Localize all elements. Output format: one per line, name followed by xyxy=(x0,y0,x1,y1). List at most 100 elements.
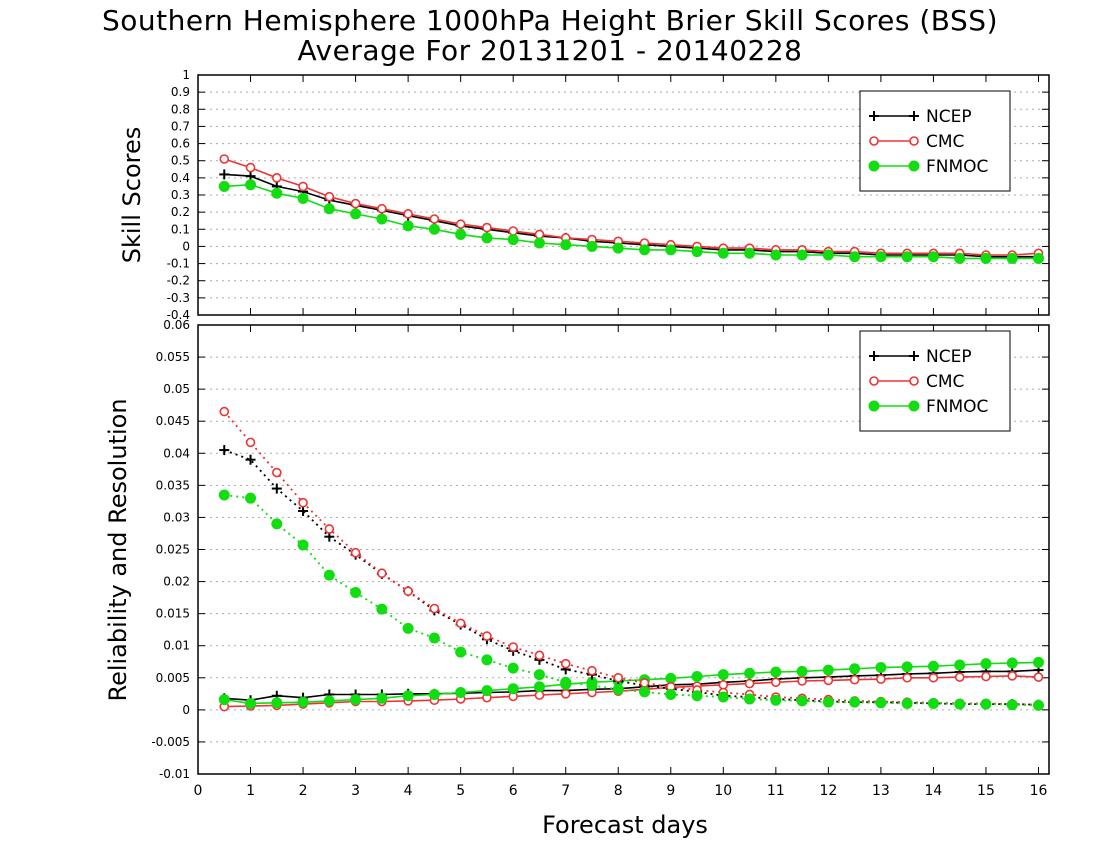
bottom-fnmoc-resolution-point xyxy=(507,662,519,674)
top-fnmoc-point xyxy=(586,240,598,252)
bottom-fnmoc-resolution-point xyxy=(612,683,624,695)
bottom-fnmoc-resolution-point xyxy=(691,690,703,702)
top-y-tick-label: -0.1 xyxy=(167,257,190,271)
bottom-fnmoc-resolution-point xyxy=(376,603,388,615)
bottom-ncep-resolution-point xyxy=(219,445,230,456)
bottom-y-tick-label: 0.055 xyxy=(156,350,190,364)
bottom-ncep-resolution-point xyxy=(271,483,282,494)
top-fnmoc-point xyxy=(822,249,834,261)
top-fnmoc-point xyxy=(717,247,729,259)
bottom-cmc-reliability-point xyxy=(718,680,729,690)
top-legend-item-cmc: CMC xyxy=(869,132,964,152)
bottom-cmc-reliability-point xyxy=(902,672,912,683)
bottom-cmc-resolution-line xyxy=(223,411,1039,706)
top-fnmoc-point xyxy=(744,247,756,259)
bottom-fnmoc-resolution-point xyxy=(533,669,545,681)
bottom-fnmoc-reliability-point xyxy=(796,665,808,677)
bottom-cmc-resolution-point xyxy=(455,618,466,629)
bottom-y-tick-label: 0.035 xyxy=(156,478,190,492)
bottom-fnmoc-reliability-point xyxy=(980,658,992,670)
top-y-tick-label: 1 xyxy=(182,68,190,82)
top-fnmoc-point xyxy=(770,249,782,261)
bottom-fnmoc-reliability-point xyxy=(428,688,440,700)
x-tick-label: 1 xyxy=(246,783,255,799)
bottom-fnmoc-reliability-point xyxy=(1032,656,1044,668)
bottom-fnmoc-reliability-point xyxy=(744,667,756,679)
top-legend-item-fnmoc: FNMOC xyxy=(868,157,988,177)
bottom-fnmoc-reliability-point xyxy=(927,660,939,672)
top-y-tick-label: 0.9 xyxy=(171,85,190,99)
bottom-fnmoc-resolution-point xyxy=(297,539,309,551)
top-legend-marker-right-ncep xyxy=(909,111,919,121)
x-tick-label: 7 xyxy=(561,783,570,799)
bottom-legend-marker-right-cmc xyxy=(909,376,919,386)
bottom-fnmoc-reliability-point xyxy=(402,690,414,702)
top-cmc-point xyxy=(219,154,230,164)
top-cmc-point xyxy=(324,191,335,202)
top-fnmoc-point xyxy=(612,242,624,254)
bottom-y-tick-label: 0.06 xyxy=(163,318,190,332)
top-y-tick-label: 0.3 xyxy=(171,188,190,202)
top-fnmoc-point xyxy=(1006,252,1018,264)
bottom-fnmoc-reliability-point xyxy=(245,697,257,709)
top-cmc-point xyxy=(534,229,545,240)
bottom-cmc-reliability-point xyxy=(771,677,781,688)
bottom-legend-item-cmc: CMC xyxy=(869,372,964,392)
x-tick-label: 4 xyxy=(404,783,413,799)
bottom-fnmoc-reliability-point xyxy=(717,669,729,681)
bottom-y-tick-label: 0.04 xyxy=(163,446,190,460)
top-fnmoc-point xyxy=(481,232,493,244)
top-fnmoc-point xyxy=(1032,252,1044,264)
top-cmc-point xyxy=(429,214,440,224)
bottom-cmc-reliability-point xyxy=(876,674,886,684)
bottom-fnmoc-reliability-point xyxy=(954,659,966,671)
top-legend-label-ncep: NCEP xyxy=(926,107,972,127)
top-cmc-point xyxy=(245,162,256,173)
bottom-fnmoc-reliability-point xyxy=(297,696,309,708)
bottom-y-tick-label: 0.045 xyxy=(156,414,190,428)
top-y-axis-label: Skill Scores xyxy=(118,127,146,264)
bottom-x-ticks: 0 1 2 3 4 5 6 7 8 9 10 11 12 13 14 15 16 xyxy=(194,325,1048,799)
top-cmc-point xyxy=(455,219,466,229)
bottom-y-ticks: -0.01 -0.005 0 0.005 0.01 0.015 0.02 0.025 0.03 0… xyxy=(151,318,1049,781)
bottom-y-tick-label: -0.005 xyxy=(151,735,190,749)
bottom-cmc-reliability-point xyxy=(981,671,991,682)
bottom-cmc-reliability-point xyxy=(1007,671,1018,681)
bottom-cmc-resolution-point xyxy=(403,586,413,596)
top-cmc-point xyxy=(377,203,387,214)
top-fnmoc-point xyxy=(639,244,651,256)
bottom-cmc-reliability-point xyxy=(954,672,965,682)
bottom-fnmoc-resolution-point xyxy=(1006,699,1018,711)
x-tick-label: 0 xyxy=(194,783,203,799)
top-legend-marker-right-cmc xyxy=(909,136,919,146)
top-y-tick-label: -0.4 xyxy=(167,308,190,322)
top-fnmoc-point xyxy=(297,192,309,204)
x-tick-label: 6 xyxy=(509,783,518,799)
top-cmc-point xyxy=(403,209,413,219)
bottom-fnmoc-resolution-point xyxy=(954,698,966,710)
bottom-fnmoc-resolution-point xyxy=(323,569,335,581)
top-y-tick-label: 0.4 xyxy=(171,171,190,185)
bottom-cmc-resolution-point xyxy=(534,650,545,661)
top-y-tick-label: -0.3 xyxy=(167,291,190,305)
bottom-y-axis-label: Reliability and Resolution xyxy=(104,398,132,701)
bottom-fnmoc-resolution-point xyxy=(245,492,257,504)
x-tick-label: 10 xyxy=(714,783,732,799)
bottom-fnmoc-resolution-point xyxy=(875,697,887,709)
bottom-cmc-resolution-point xyxy=(245,437,256,448)
top-panel-skill-scores: -0.4 -0.3 -0.2 -0.1 0 0.1 0.2 0.3 0.4 0.5 0.6 0.7 0.… xyxy=(167,68,1050,322)
bottom-fnmoc-resolution-point xyxy=(402,622,414,634)
bottom-fnmoc-reliability-point xyxy=(376,692,388,704)
top-fnmoc-point xyxy=(218,180,230,192)
bottom-y-tick-label: -0.01 xyxy=(159,767,190,781)
bottom-fnmoc-resolution-point xyxy=(822,696,834,708)
top-y-tick-label: 0.1 xyxy=(171,222,190,236)
bottom-cmc-reliability-point xyxy=(534,690,545,700)
x-tick-label: 16 xyxy=(1030,783,1048,799)
bottom-legend-marker-left-ncep xyxy=(869,351,879,361)
top-plot-frame xyxy=(197,74,1050,316)
bottom-fnmoc-resolution-point xyxy=(218,489,230,501)
bottom-fnmoc-resolution-point xyxy=(796,695,808,707)
bottom-cmc-reliability-point xyxy=(797,676,807,686)
bottom-fnmoc-reliability-point xyxy=(323,695,335,707)
